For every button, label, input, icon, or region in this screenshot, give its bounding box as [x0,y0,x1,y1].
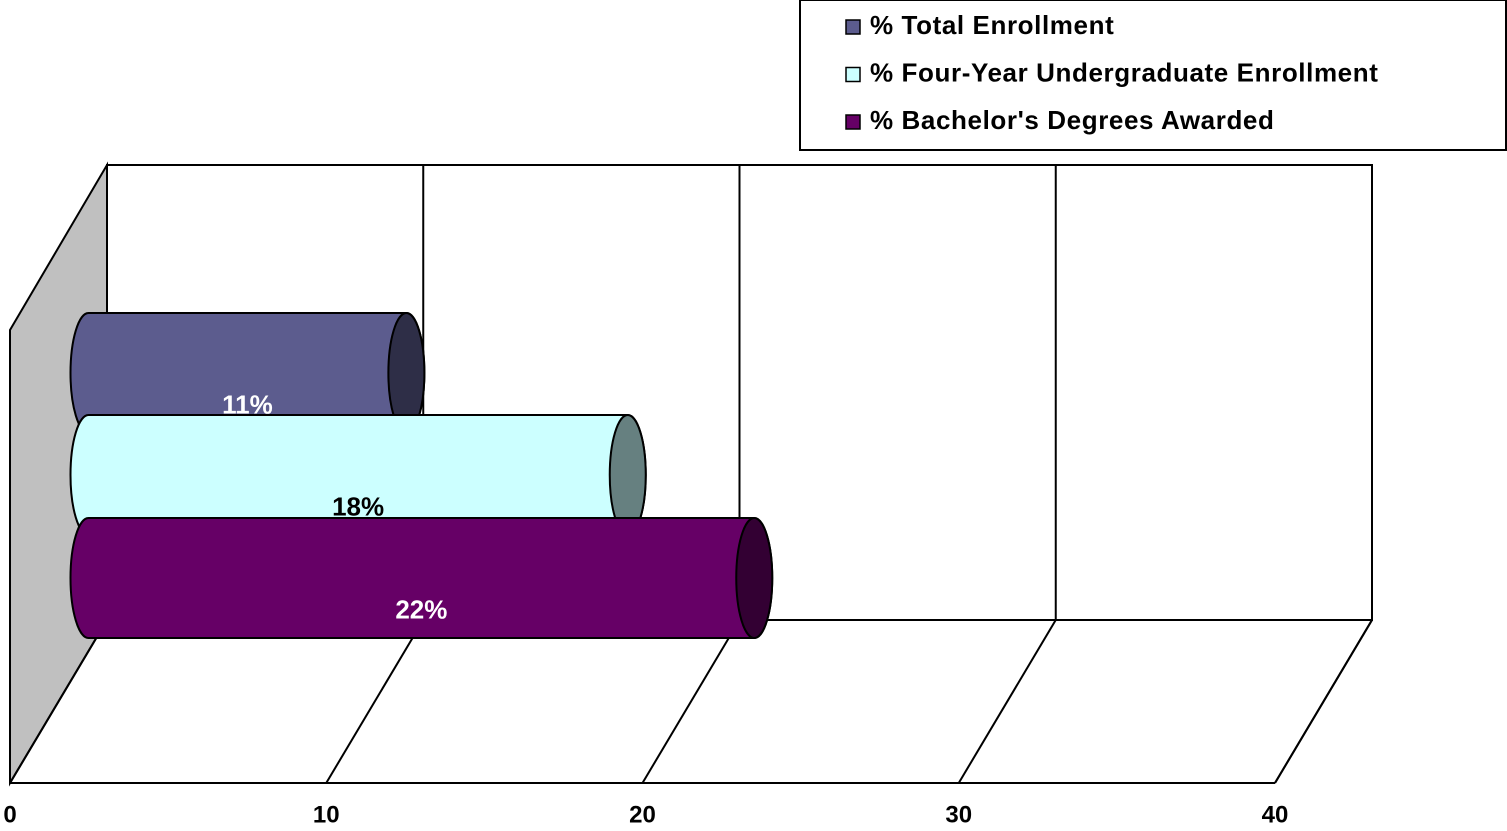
value-label: 22% [395,594,447,624]
grid-line [1274,619,1373,784]
legend-label: % Total Enrollment [870,10,1114,40]
grid-line [957,619,1057,784]
grid-line [641,619,741,784]
legend-swatch [845,19,861,35]
x-tick-label: 40 [1262,801,1289,828]
x-tick-label: 10 [313,801,340,828]
value-label: 18% [332,491,384,521]
x-tick-label: 30 [945,801,972,828]
legend-label: % Four-Year Undergraduate Enrollment [870,57,1378,87]
legend-swatch [845,114,861,130]
grid-line [325,619,425,784]
grid-line [9,619,108,784]
bar-cap [735,517,774,639]
x-tick-label: 20 [629,801,656,828]
legend-swatch [845,66,861,83]
legend [799,0,1507,151]
legend-label: % Bachelor's Degrees Awarded [870,105,1274,135]
x-tick-label: 0 [3,801,16,828]
